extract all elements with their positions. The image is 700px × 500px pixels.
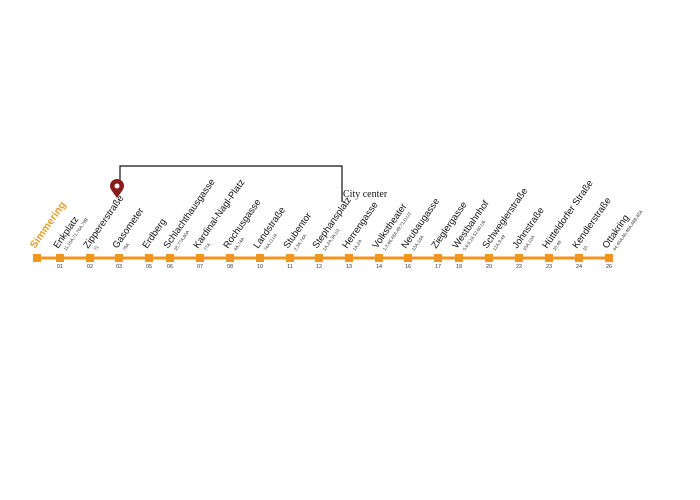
- station-number: 22: [516, 264, 522, 270]
- station-number: 16: [405, 264, 411, 270]
- station-marker: [515, 254, 523, 262]
- station-marker: [315, 254, 323, 262]
- station-connections: 77A: [203, 242, 212, 251]
- station-marker: [86, 254, 94, 262]
- station-number: 01: [57, 264, 63, 270]
- station-number: 10: [257, 264, 263, 270]
- station-marker: [115, 254, 123, 262]
- annotation: City center: [343, 189, 388, 200]
- station-number: 19: [456, 264, 462, 270]
- station-marker: [286, 254, 294, 262]
- station-number: 23: [546, 264, 552, 270]
- station-marker: [145, 254, 153, 262]
- station-marker: [434, 254, 442, 262]
- station-marker: [404, 254, 412, 262]
- station-marker: [455, 254, 463, 262]
- station-marker: [166, 254, 174, 262]
- station-number: 06: [167, 264, 173, 270]
- city-center-bracket: [119, 165, 343, 202]
- station-number: 17: [435, 264, 441, 270]
- station-connections: 1A,2A: [352, 239, 363, 252]
- station-marker: [226, 254, 234, 262]
- station-number: 20: [486, 264, 492, 270]
- station-connections: 79A: [122, 242, 131, 251]
- station-number: 24: [576, 264, 582, 270]
- station-marker: [605, 254, 613, 262]
- station-number: 13: [346, 264, 352, 270]
- station-number: 11: [287, 264, 293, 270]
- station-marker: [375, 254, 383, 262]
- station-connections: 71: [93, 244, 100, 251]
- station-marker: [56, 254, 64, 262]
- station-marker: [575, 254, 583, 262]
- station-number: 05: [146, 264, 152, 270]
- location-pin-dot: [114, 183, 120, 189]
- station-marker: [196, 254, 204, 262]
- station-connections: 10: [582, 244, 589, 251]
- station-number: 12: [316, 264, 322, 270]
- station-marker: [256, 254, 264, 262]
- station-connections: 10,49: [552, 239, 563, 251]
- station-marker: [485, 254, 493, 262]
- station-number: 26: [606, 264, 612, 270]
- station-number: 14: [376, 264, 382, 270]
- station-number: 02: [87, 264, 93, 270]
- station-number: 03: [116, 264, 122, 270]
- station-marker: [33, 254, 41, 262]
- station-marker: [345, 254, 353, 262]
- station-number: 07: [197, 264, 203, 270]
- station-number: 08: [227, 264, 233, 270]
- station-marker: [545, 254, 553, 262]
